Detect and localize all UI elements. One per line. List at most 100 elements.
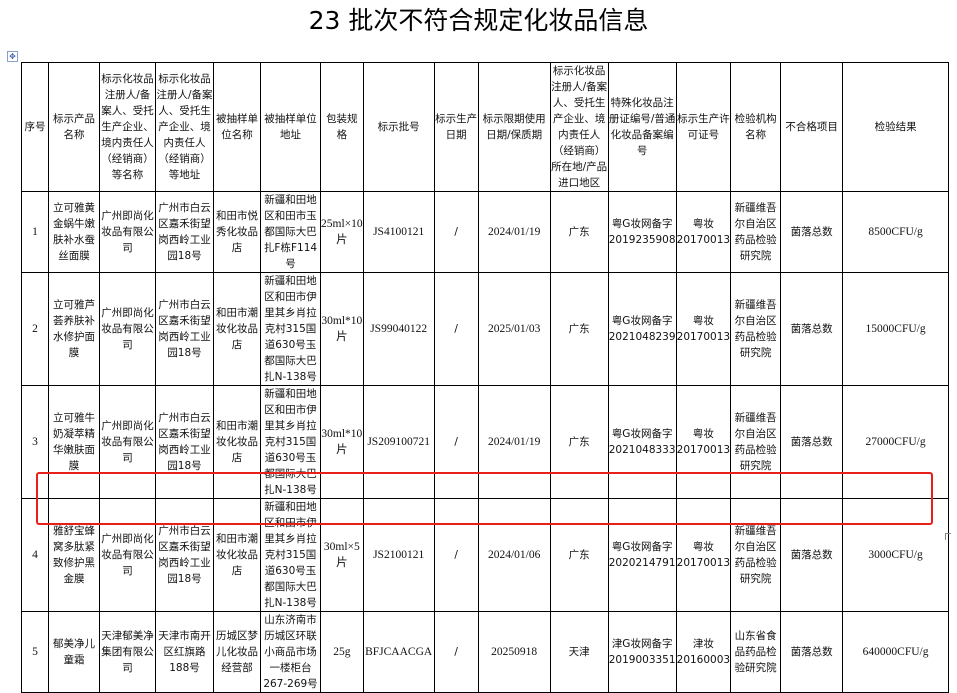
cell-testing-institution: 新疆维吾尔自治区药品检验研究院 [730, 498, 782, 612]
cell-sampled-unit-address: 新疆和田地区和田市伊里其乡肖拉克村315国道630号玉都国际大巴扎N-138号 [260, 272, 321, 386]
cell-registrant-address: 广州市白云区嘉禾街望岗西岭工业园18号 [155, 385, 214, 499]
cell-registration-number: 粤G妆网备字2019235908 [607, 191, 677, 273]
cell-testing-institution: 山东省食品药品检验研究院 [730, 611, 782, 693]
header-package-spec: 包装规格 [320, 62, 364, 192]
cell-origin-region: 广东 [549, 498, 609, 612]
cell-failed-item: 菌落总数 [780, 498, 844, 612]
table-row: 5 郁美净儿童霜 天津郁美净集团有限公司 天津市南开区红旗路188号 历城区梦儿化妆品经… [21, 611, 950, 693]
cell-expiry-date: 2025/01/03 [477, 272, 551, 386]
header-expiry-date: 标示限期使用日期/保质期 [477, 62, 551, 192]
header-index: 序号 [21, 62, 49, 192]
cell-sampled-unit-name: 和田市潮妆化妆品店 [213, 272, 261, 386]
cell-expiry-date: 2024/01/19 [477, 385, 551, 499]
header-registration-number: 特殊化妆品注册证编号/普通化妆品备案编号 [607, 62, 677, 192]
cell-test-result: 3000CFU/g [842, 498, 950, 612]
cell-index: 3 [21, 385, 49, 499]
cell-batch-number: BFJCAACGA [362, 611, 435, 693]
header-production-date: 标示生产日期 [433, 62, 479, 192]
header-product-name: 标示产品名称 [48, 62, 100, 192]
cell-package-spec: 25ml×10片 [320, 191, 364, 273]
cell-sampled-unit-address: 山东济南市历城区环联小商品市场一楼柜台267-269号 [260, 611, 321, 693]
cell-origin-region: 广东 [549, 385, 609, 499]
cell-expiry-date: 20250918 [477, 611, 551, 693]
table-row: 3 立可雅牛奶凝萃精华嫩肤面膜 广州即尚化妆品有限公司 广州市白云区嘉禾街望岗西岭工业… [21, 385, 950, 499]
cell-failed-item: 菌落总数 [780, 611, 844, 693]
header-testing-institution: 检验机构名称 [730, 62, 782, 192]
page-corner-mark [945, 533, 951, 540]
cell-production-date: / [433, 498, 479, 612]
table-row: 1 立可雅黄金蜗牛嫩肤补水蚕丝面膜 广州即尚化妆品有限公司 广州市白云区嘉禾街望岗西岭… [21, 191, 950, 273]
cell-sampled-unit-address: 新疆和田地区和田市伊里其乡肖拉克村315国道630号玉都国际大巴扎N-138号 [260, 498, 321, 612]
cell-testing-institution: 新疆维吾尔自治区药品检验研究院 [730, 272, 782, 386]
cell-product-name: 立可雅芦荟养肤补水修护面膜 [48, 272, 100, 386]
cell-expiry-date: 2024/01/19 [477, 191, 551, 273]
cell-index: 4 [21, 498, 49, 612]
cell-production-license: 津妆20160003 [675, 611, 732, 693]
cell-registrant-address: 天津市南开区红旗路188号 [155, 611, 214, 693]
header-batch-number: 标示批号 [362, 62, 435, 192]
cell-registrant-name: 广州即尚化妆品有限公司 [99, 272, 156, 386]
cell-testing-institution: 新疆维吾尔自治区药品检验研究院 [730, 191, 782, 273]
cell-testing-institution: 新疆维吾尔自治区药品检验研究院 [730, 385, 782, 499]
cell-registrant-name: 广州即尚化妆品有限公司 [99, 498, 156, 612]
header-sampled-unit-address: 被抽样单位地址 [260, 62, 321, 192]
cell-registration-number: 粤G妆网备字2021048333 [607, 385, 677, 499]
cell-batch-number: JS99040122 [362, 272, 435, 386]
cell-sampled-unit-name: 和田市潮妆化妆品店 [213, 498, 261, 612]
cell-batch-number: JS2100121 [362, 498, 435, 612]
cell-sampled-unit-name: 历城区梦儿化妆品经营部 [213, 611, 261, 693]
cell-test-result: 27000CFU/g [842, 385, 950, 499]
cell-index: 1 [21, 191, 49, 273]
table-move-handle-icon[interactable]: ✥ [7, 51, 18, 62]
cell-failed-item: 菌落总数 [780, 385, 844, 499]
cell-registration-number: 津G妆网备字2019003351 [607, 611, 677, 693]
table-row: 4 雅舒宝蜂窝多肽紧致修护黑金膜 广州即尚化妆品有限公司 广州市白云区嘉禾街望岗西岭工… [21, 498, 950, 612]
header-registrant-name: 标示化妆品注册人/备案人、受托生产企业、境内责任人（经销商）等名称 [99, 62, 156, 192]
header-row: 序号 标示产品名称 标示化妆品注册人/备案人、受托生产企业、境内责任人（经销商）等名… [21, 62, 950, 192]
cell-product-name: 雅舒宝蜂窝多肽紧致修护黑金膜 [48, 498, 100, 612]
cell-production-date: / [433, 272, 479, 386]
cell-test-result: 15000CFU/g [842, 272, 950, 386]
cell-failed-item: 菌落总数 [780, 191, 844, 273]
cell-production-date: / [433, 611, 479, 693]
table-row: 2 立可雅芦荟养肤补水修护面膜 广州即尚化妆品有限公司 广州市白云区嘉禾街望岗西岭工业… [21, 272, 950, 386]
cell-index: 2 [21, 272, 49, 386]
header-failed-item: 不合格项目 [780, 62, 844, 192]
cell-production-license: 粤妆20170013 [675, 191, 732, 273]
header-test-result: 检验结果 [842, 62, 950, 192]
cell-origin-region: 广东 [549, 272, 609, 386]
cell-batch-number: JS4100121 [362, 191, 435, 273]
cell-package-spec: 30ml×5片 [320, 498, 364, 612]
header-registrant-address: 标示化妆品注册人/备案人、受托生产企业、境内责任人（经销商）等地址 [155, 62, 214, 192]
cell-product-name: 郁美净儿童霜 [48, 611, 100, 693]
cell-registration-number: 粤G妆网备字2020214791 [607, 498, 677, 612]
cell-registrant-name: 广州即尚化妆品有限公司 [99, 385, 156, 499]
cell-test-result: 640000CFU/g [842, 611, 950, 693]
cell-sampled-unit-name: 和田市悦秀化妆品店 [213, 191, 261, 273]
cell-sampled-unit-address: 新疆和田地区和田市伊里其乡肖拉克村315国道630号玉都国际大巴扎N-138号 [260, 385, 321, 499]
cell-origin-region: 天津 [549, 611, 609, 693]
nonconforming-cosmetics-table: 序号 标示产品名称 标示化妆品注册人/备案人、受托生产企业、境内责任人（经销商）等名… [21, 62, 950, 693]
cell-production-license: 粤妆20170013 [675, 385, 732, 499]
header-production-license: 标示生产许可证号 [675, 62, 732, 192]
cell-production-date: / [433, 191, 479, 273]
cell-failed-item: 菌落总数 [780, 272, 844, 386]
cell-index: 5 [21, 611, 49, 693]
cell-registrant-name: 天津郁美净集团有限公司 [99, 611, 156, 693]
cell-package-spec: 25g [320, 611, 364, 693]
cell-batch-number: JS209100721 [362, 385, 435, 499]
cell-sampled-unit-name: 和田市潮妆化妆品店 [213, 385, 261, 499]
cell-production-license: 粤妆20170013 [675, 272, 732, 386]
cell-expiry-date: 2024/01/06 [477, 498, 551, 612]
cell-test-result: 8500CFU/g [842, 191, 950, 273]
cell-production-date: / [433, 385, 479, 499]
cell-sampled-unit-address: 新疆和田地区和田市玉都国际大巴扎F栋F114号 [260, 191, 321, 273]
cell-production-license: 粤妆20170013 [675, 498, 732, 612]
cell-origin-region: 广东 [549, 191, 609, 273]
cell-registrant-address: 广州市白云区嘉禾街望岗西岭工业园18号 [155, 191, 214, 273]
cell-product-name: 立可雅黄金蜗牛嫩肤补水蚕丝面膜 [48, 191, 100, 273]
cell-registrant-address: 广州市白云区嘉禾街望岗西岭工业园18号 [155, 272, 214, 386]
cell-product-name: 立可雅牛奶凝萃精华嫩肤面膜 [48, 385, 100, 499]
header-origin-region: 标示化妆品注册人/备案人、受托生产企业、境内责任人（经销商）所在地/产品进口地区 [549, 62, 609, 192]
cell-registrant-name: 广州即尚化妆品有限公司 [99, 191, 156, 273]
